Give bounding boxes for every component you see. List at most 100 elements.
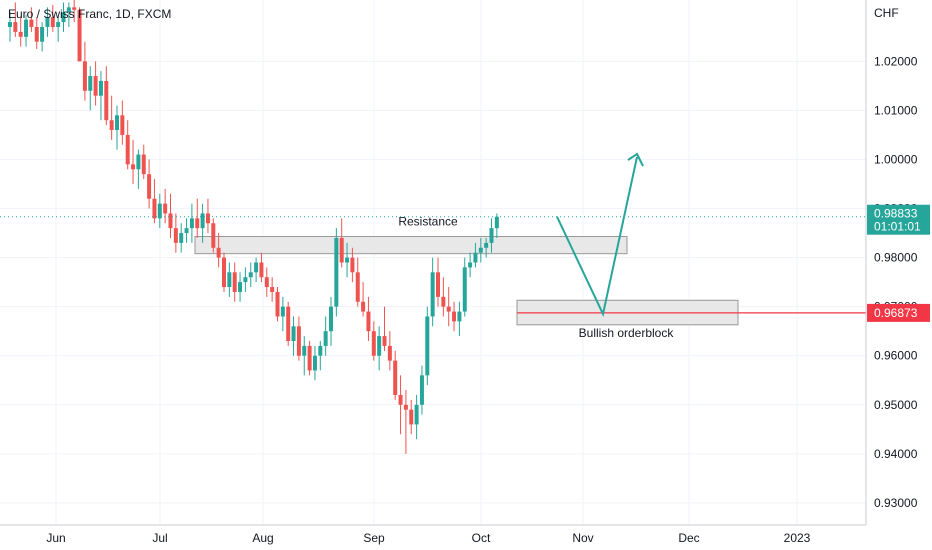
y-tick-label: 0.93000 <box>874 496 918 510</box>
candle-body <box>275 291 280 317</box>
candle-body <box>409 409 414 425</box>
candle-body <box>8 22 12 27</box>
candle-body <box>350 257 355 273</box>
candle-body <box>40 26 45 42</box>
candle-body <box>419 375 424 405</box>
candle-body <box>280 306 285 317</box>
candle-body <box>462 267 467 312</box>
candle-body <box>227 272 232 288</box>
candle-body <box>345 257 350 263</box>
candle-body <box>238 282 243 292</box>
candle-body <box>403 404 408 410</box>
candle-body <box>446 306 451 312</box>
candle-body <box>45 17 50 27</box>
candle-body <box>109 120 114 131</box>
candle-body <box>302 345 307 356</box>
candle-body <box>56 22 61 27</box>
candle-body <box>72 7 77 10</box>
candle-body <box>286 306 291 342</box>
candle-body <box>195 218 200 229</box>
candle-body <box>66 7 71 13</box>
candle-body <box>136 154 141 170</box>
candle-body <box>430 272 435 317</box>
candle-body <box>387 345 392 361</box>
y-tick-label: 0.98000 <box>874 251 918 265</box>
candle-body <box>82 61 87 91</box>
annotation-orderblock-label: Bullish orderblock <box>579 326 675 340</box>
candle-body <box>318 345 323 356</box>
candle-body <box>254 262 259 273</box>
candle-body <box>131 164 136 170</box>
y-tick-label: 0.96000 <box>874 349 918 363</box>
y-axis: 1.020001.010001.000000.990000.980000.970… <box>874 54 918 510</box>
candles <box>8 0 499 454</box>
candle-body <box>339 237 344 263</box>
candle-body <box>18 31 23 37</box>
x-tick-label: Jul <box>152 531 167 545</box>
candle-body <box>34 26 39 42</box>
candle-body <box>377 336 382 356</box>
candle-body <box>478 247 483 253</box>
x-axis: Jun Jul Aug Sep Oct Nov Dec 2023 <box>46 531 810 545</box>
candle-body <box>371 331 376 356</box>
level-price-badge <box>867 303 930 322</box>
y-tick-label: 0.94000 <box>874 447 918 461</box>
candle-body <box>168 213 173 229</box>
candle-body <box>259 262 264 278</box>
candle-body <box>125 134 130 165</box>
candle-body <box>120 115 125 135</box>
candle-body <box>189 218 194 229</box>
x-tick-label: 2023 <box>784 531 811 545</box>
candle-body <box>61 12 66 23</box>
x-tick-label: Sep <box>363 531 385 545</box>
x-tick-label: Dec <box>678 531 699 545</box>
candle-body <box>494 216 499 229</box>
overlays: Resistance Bullish orderblock <box>0 152 866 340</box>
chart-title: Euro / Swiss Franc, 1D, FXCM <box>8 7 171 21</box>
candle-body <box>147 174 152 199</box>
candle-body <box>152 198 157 219</box>
candle-body <box>441 296 446 307</box>
candle-body <box>179 233 184 243</box>
candle-body <box>104 80 109 121</box>
x-tick-label: Oct <box>472 531 491 545</box>
candle-body <box>243 277 248 283</box>
x-tick-label: Nov <box>572 531 593 545</box>
candle-body <box>468 262 473 268</box>
annotation-resistance-label: Resistance <box>398 214 458 228</box>
candle-body <box>93 76 98 96</box>
candle-body <box>77 9 82 62</box>
y-tick-label: 1.02000 <box>874 54 918 68</box>
candle-body <box>361 301 366 312</box>
candle-body <box>312 355 317 371</box>
candle-body <box>334 237 339 307</box>
currency-label: CHF <box>874 6 899 20</box>
candle-body <box>222 257 226 288</box>
candle-body <box>355 272 360 302</box>
candle-body <box>88 76 93 91</box>
candle-body <box>489 228 494 243</box>
last-price-value: 0.98833 <box>874 207 918 221</box>
x-tick-label: Aug <box>252 531 273 545</box>
candle-body <box>115 115 119 131</box>
y-tick-label: 0.95000 <box>874 398 918 412</box>
candle-body <box>425 316 430 376</box>
candle-body <box>366 311 371 332</box>
candle-body <box>484 242 489 248</box>
y-tick-label: 1.00000 <box>874 152 918 166</box>
candle-body <box>296 326 301 356</box>
countdown-value: 01:01:01 <box>874 220 921 234</box>
candle-body <box>329 306 333 332</box>
candle-body <box>393 360 398 395</box>
candle-body <box>24 19 29 37</box>
candle-body <box>323 331 328 346</box>
candle-body <box>173 228 178 243</box>
projection-arrowhead <box>627 152 644 167</box>
candle-body <box>29 19 34 27</box>
candle-body <box>457 311 462 322</box>
candle-body <box>382 336 387 346</box>
projection-path <box>556 156 638 318</box>
candle-body <box>264 277 269 288</box>
